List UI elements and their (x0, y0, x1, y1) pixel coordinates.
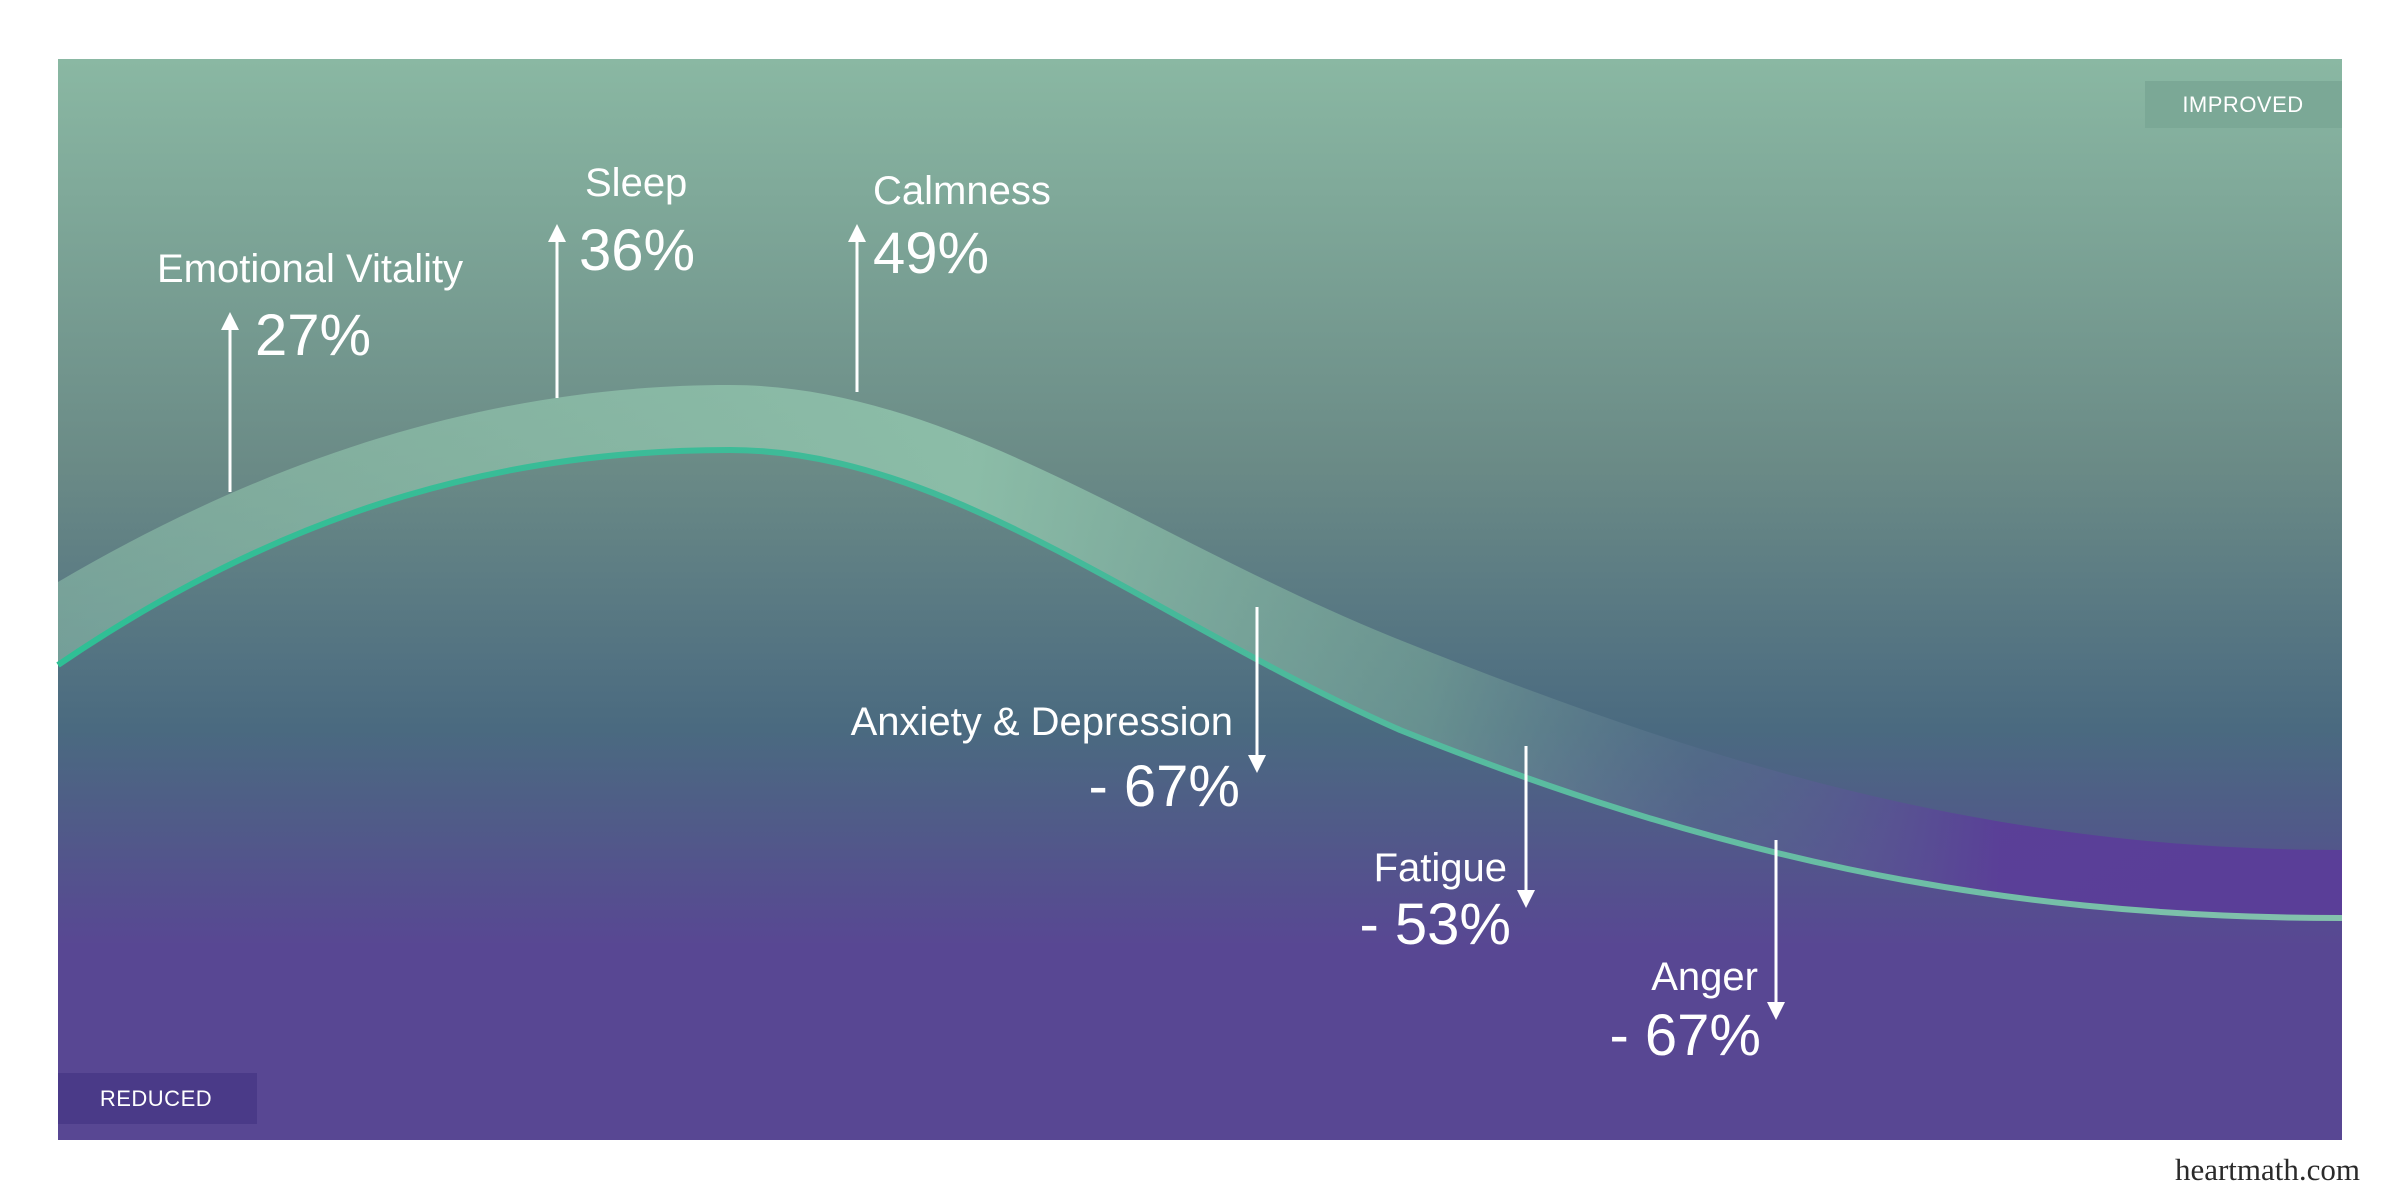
calmness-value-label: 49% (873, 221, 989, 286)
zone-tag-reduced: REDUCED (58, 1073, 257, 1124)
wave-curve (56, 446, 2343, 921)
anxiety-depression-arrow-head-icon (1248, 755, 1266, 773)
calmness-label: Calmness (873, 169, 1051, 213)
anger-label: Anger (1651, 955, 1758, 999)
reduced-tag-bg (58, 1073, 257, 1124)
anxiety-depression-label: Anxiety & Depression (851, 700, 1233, 744)
source-credit: heartmath.com (2174, 1152, 2360, 1187)
sleep-arrow-head-icon (548, 224, 566, 242)
sleep-label: Sleep (585, 161, 687, 205)
improved-tag-label: IMPROVED (2182, 92, 2303, 117)
zone-tag-improved: IMPROVED (2145, 81, 2342, 128)
fatigue-value-label: - 53% (1359, 892, 1511, 957)
sleep-value-label: 36% (579, 218, 695, 283)
anger-value-label: - 67% (1609, 1003, 1761, 1068)
fatigue-arrow-head-icon (1517, 890, 1535, 908)
wave-band (58, 385, 2342, 918)
anxiety-depression-value-label: - 67% (1088, 754, 1240, 819)
anger-arrow-head-icon (1767, 1002, 1785, 1020)
fatigue-label: Fatigue (1374, 846, 1507, 890)
emotional-vitality-label: Emotional Vitality (157, 247, 463, 291)
improved-tag-bg (2145, 81, 2342, 128)
emotional-vitality-arrow-head-icon (221, 312, 239, 330)
emotional-vitality-value-label: 27% (255, 303, 371, 368)
calmness-arrow-head-icon (848, 224, 866, 242)
reduced-tag-label: REDUCED (100, 1086, 212, 1111)
metric-markers: Emotional Vitality 27% Sleep 36% Calmness 49%… (157, 161, 1785, 1068)
